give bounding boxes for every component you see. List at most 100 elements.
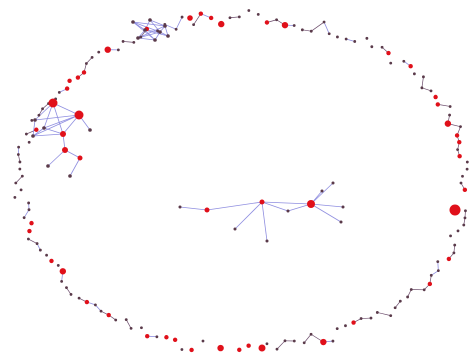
node [246, 343, 251, 348]
edge [32, 133, 64, 137]
node [116, 48, 120, 52]
node [331, 339, 335, 343]
node [189, 347, 194, 353]
edge [310, 182, 334, 205]
node [459, 125, 462, 129]
node [353, 40, 357, 43]
node [281, 21, 289, 29]
node [104, 46, 111, 53]
node [462, 187, 468, 193]
node [446, 256, 452, 262]
node [389, 314, 393, 318]
node [67, 78, 72, 83]
node [457, 139, 462, 145]
node [217, 344, 224, 352]
node [370, 45, 374, 49]
node [114, 318, 118, 322]
node [341, 205, 345, 209]
node [174, 27, 178, 31]
node [57, 90, 61, 94]
node [380, 45, 384, 49]
node [18, 160, 22, 164]
edge [43, 127, 64, 135]
edge [52, 102, 80, 116]
edge [229, 16, 240, 19]
node [208, 15, 214, 21]
edge [69, 157, 81, 177]
node [422, 75, 425, 79]
edge [310, 203, 344, 208]
node [375, 311, 379, 314]
node [463, 216, 467, 220]
node [237, 15, 241, 19]
node [88, 128, 92, 132]
node [237, 347, 242, 353]
edge [132, 21, 166, 27]
edge [52, 102, 64, 135]
node [320, 189, 324, 193]
node [456, 229, 460, 233]
node [283, 339, 287, 343]
node [409, 288, 413, 291]
edge [179, 206, 208, 211]
node [27, 201, 31, 205]
edge [32, 127, 45, 137]
node [148, 18, 152, 22]
node [180, 348, 184, 351]
node [327, 32, 331, 36]
edge [125, 319, 132, 329]
node [164, 335, 169, 340]
node [192, 23, 196, 27]
node [449, 204, 461, 216]
node [84, 299, 90, 305]
node [60, 131, 66, 137]
node [449, 234, 452, 238]
node [27, 208, 31, 212]
node [320, 338, 327, 346]
node [187, 15, 193, 21]
node [309, 332, 313, 336]
node [448, 113, 451, 117]
node [359, 317, 363, 320]
node [247, 9, 251, 12]
node [452, 251, 456, 255]
node [331, 181, 335, 185]
node [97, 50, 101, 54]
node [77, 296, 81, 300]
node [24, 132, 28, 136]
node [369, 316, 373, 320]
edge [346, 38, 355, 42]
node [286, 209, 290, 213]
node [258, 344, 266, 352]
edge [47, 149, 66, 167]
node [265, 239, 269, 243]
node [62, 147, 68, 153]
edge [15, 175, 23, 184]
node [218, 20, 225, 28]
node [75, 75, 81, 80]
node [42, 126, 46, 130]
node [81, 70, 87, 75]
node [136, 36, 140, 40]
edge [261, 201, 312, 205]
edge [261, 201, 268, 242]
node [163, 24, 167, 28]
node [121, 40, 125, 43]
node [34, 127, 39, 132]
node [436, 260, 440, 263]
edge [144, 29, 169, 37]
node [132, 40, 136, 44]
node [336, 35, 339, 39]
node [99, 309, 103, 313]
node [166, 34, 170, 38]
node [344, 37, 348, 41]
node [264, 20, 270, 25]
node [35, 242, 39, 245]
node [69, 293, 73, 296]
node [201, 339, 205, 343]
node [465, 160, 469, 164]
node [37, 113, 41, 117]
node [448, 105, 452, 108]
node [444, 120, 452, 127]
